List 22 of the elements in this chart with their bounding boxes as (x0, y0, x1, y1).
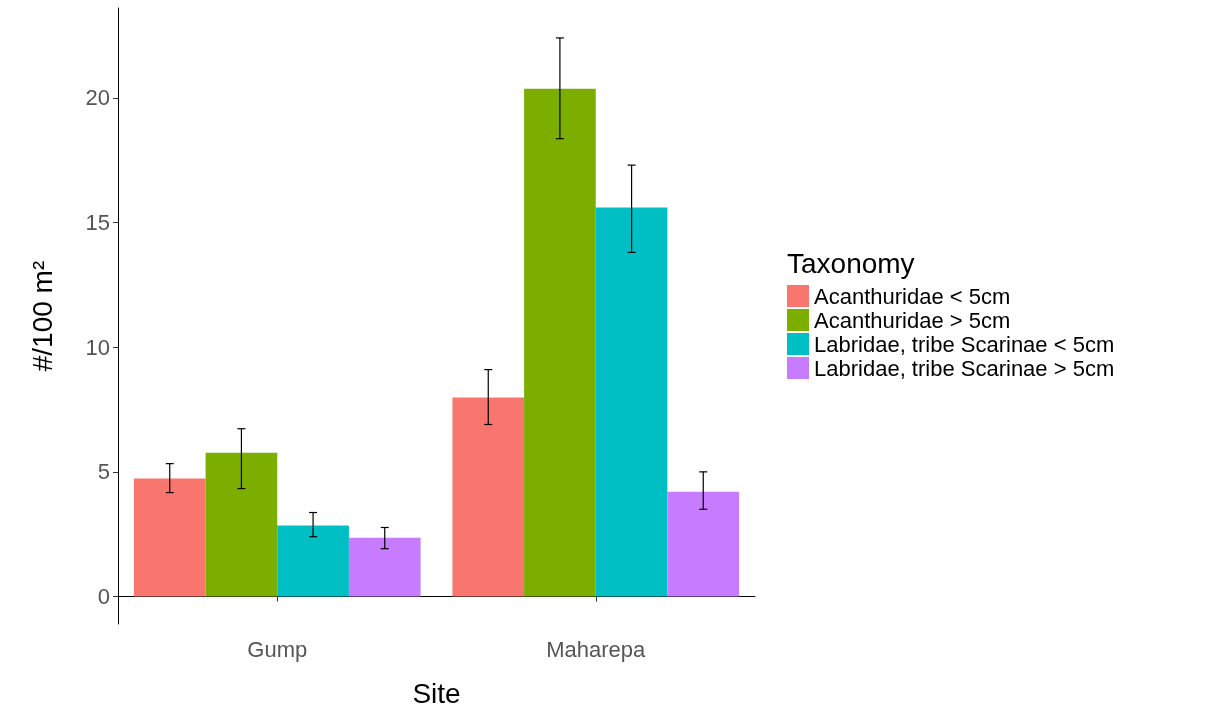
bar (133, 478, 206, 597)
y-tick-label: 0 (97, 584, 110, 610)
y-tick-label: 20 (85, 85, 110, 111)
y-tick-label: 15 (85, 209, 110, 235)
y-tick-label: 10 (85, 334, 110, 360)
legend-label: Labridae, tribe Scarinae < 5cm (814, 331, 1115, 357)
x-tick-label: Maharepa (546, 636, 647, 662)
bar (277, 525, 349, 597)
bar (205, 452, 278, 597)
legend-label: Labridae, tribe Scarinae > 5cm (814, 355, 1115, 381)
legend-label: Acanthuridae > 5cm (814, 307, 1011, 333)
x-tick-label: Gump (247, 636, 308, 662)
bar (452, 397, 525, 597)
legend-label: Acanthuridae < 5cm (814, 283, 1011, 309)
bar (524, 88, 596, 597)
bar (595, 207, 668, 597)
y-axis-title: #/100 m² (26, 260, 58, 372)
x-axis-title: Site (412, 677, 461, 709)
legend-title: Taxonomy (787, 247, 915, 279)
bar (667, 491, 740, 597)
y-tick-label: 5 (97, 459, 110, 485)
bar (348, 537, 421, 597)
